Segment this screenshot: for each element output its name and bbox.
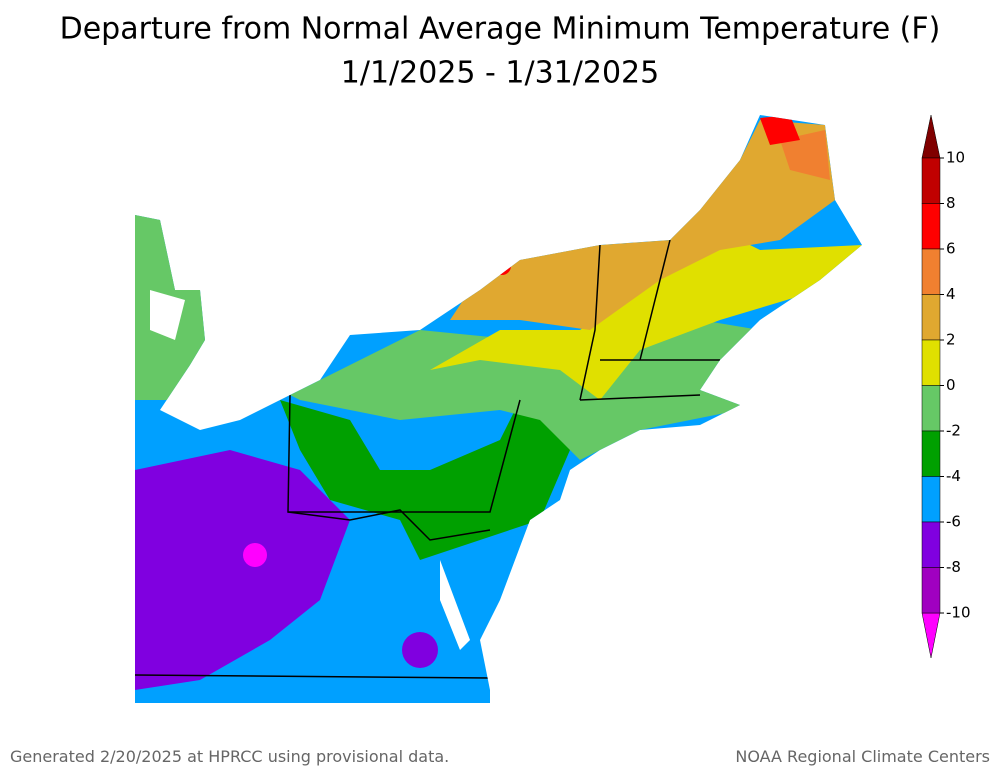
region-orange xyxy=(780,130,830,180)
colorbar: 10 8 6 4 2 0 -2 -4 -6 -8 -10 xyxy=(921,114,971,659)
region-red xyxy=(760,115,800,145)
region-lightgreen xyxy=(290,320,760,460)
subtitle: 1/1/2025 - 1/31/2025 xyxy=(341,56,659,91)
colorbar-segment xyxy=(921,385,941,432)
region-yellow xyxy=(430,220,862,400)
colorbar-tick-label: 10 xyxy=(946,149,965,167)
colorbar-tick-label: -2 xyxy=(946,422,961,440)
colorbar-tick-label: -10 xyxy=(946,604,971,622)
colorbar-segment xyxy=(921,339,941,386)
colorbar-tick-label: 8 xyxy=(946,194,956,212)
footer-left: Generated 2/20/2025 at HPRCC using provi… xyxy=(10,747,449,766)
colorbar-tick-label: 0 xyxy=(946,376,956,394)
colorbar-segment xyxy=(921,157,941,204)
colorbar-segment xyxy=(921,203,941,250)
colorbar-tick-label: 2 xyxy=(946,331,956,349)
colorbar-segment xyxy=(921,521,941,568)
colorbar-tick-label: 6 xyxy=(946,240,956,258)
map xyxy=(135,115,862,703)
title: Departure from Normal Average Minimum Te… xyxy=(60,12,941,47)
colorbar-segment xyxy=(921,567,941,614)
colorbar-segment xyxy=(921,294,941,341)
colorbar-segment xyxy=(921,476,941,523)
region-green xyxy=(280,380,590,560)
region-magenta xyxy=(243,543,267,567)
colorbar-tick-label: -8 xyxy=(946,558,961,576)
colorbar-tick-label: -4 xyxy=(946,467,961,485)
colorbar-cap xyxy=(921,612,941,659)
bay xyxy=(440,560,470,650)
colorbar-tick-label: 4 xyxy=(946,285,956,303)
region-purple xyxy=(135,450,350,690)
region-purple xyxy=(402,632,438,668)
colorbar-cap xyxy=(921,114,941,159)
lake xyxy=(150,290,185,340)
region-gold xyxy=(450,120,835,330)
colorbar-segment xyxy=(921,430,941,477)
colorbar-tick-label: -6 xyxy=(946,513,961,531)
borders xyxy=(135,239,720,679)
colorbar-segment xyxy=(921,248,941,295)
region-red xyxy=(493,257,511,275)
footer-right: NOAA Regional Climate Centers xyxy=(735,747,990,766)
